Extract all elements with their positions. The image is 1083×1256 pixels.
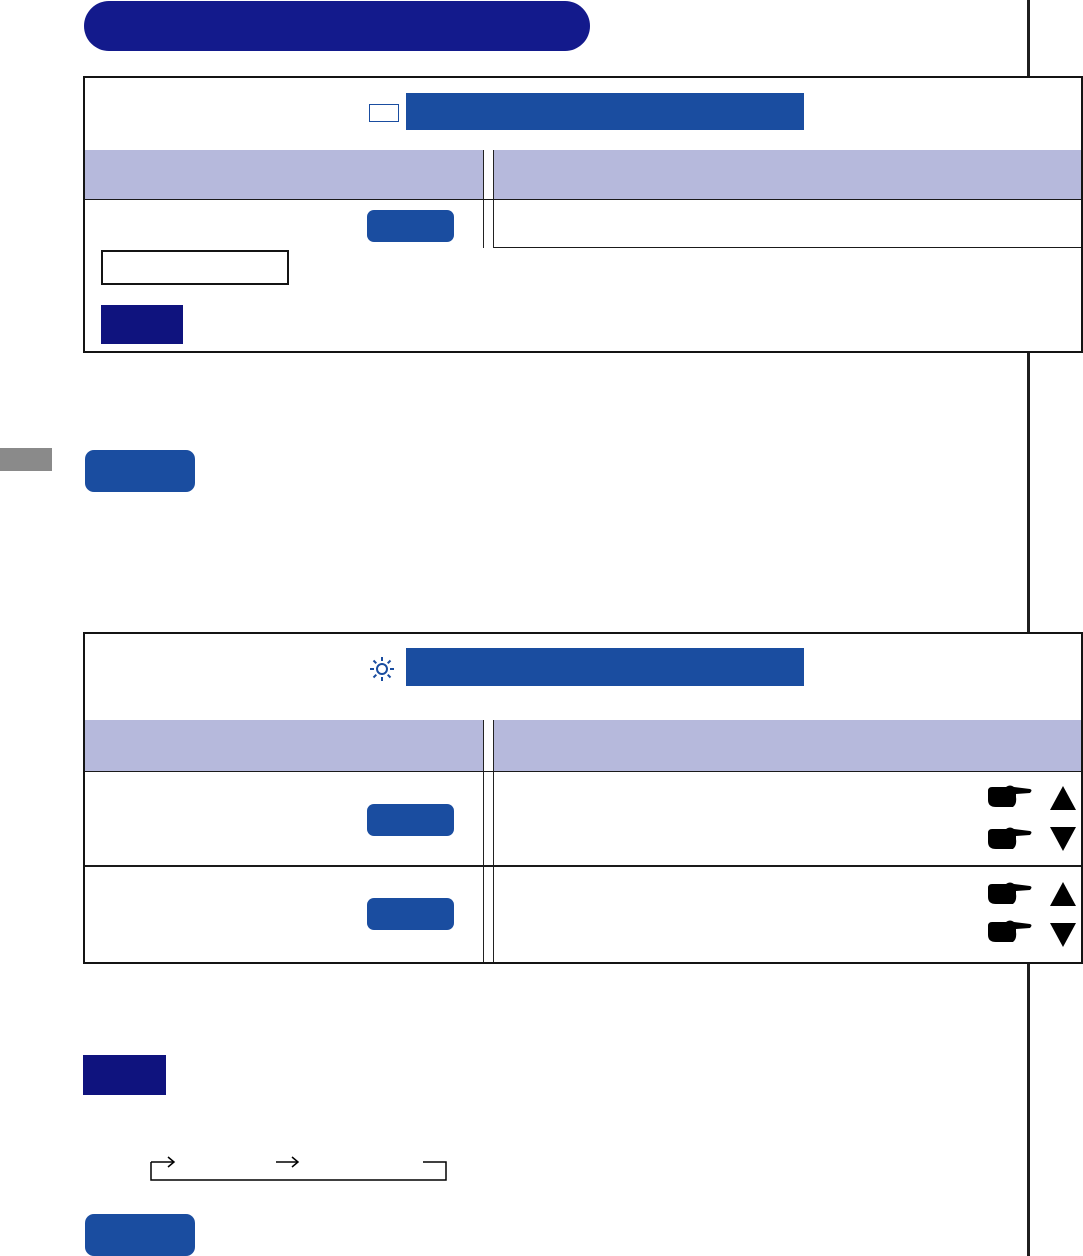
pointing-hand-icon [988,785,1032,807]
navy-note-label [83,1055,166,1095]
pointing-hand-icon [988,882,1032,904]
page-tab-marker [0,448,52,471]
triangle-up-icon[interactable] [1048,784,1078,812]
panel-1-row-1-button[interactable] [367,210,454,242]
text-outline-box [101,250,289,285]
section-title-pill [84,1,590,51]
menu-panel-1 [83,76,1083,353]
triangle-up-icon[interactable] [1048,880,1078,908]
section-label-button-2[interactable] [85,1214,195,1256]
panel-1-title-bar [406,93,804,130]
panel-1-header-band [85,150,1081,200]
panel-2-row-1-button[interactable] [367,804,454,836]
panel-2-row-2-button[interactable] [367,898,454,930]
panel-2-title-bar [406,648,804,686]
triangle-down-icon[interactable] [1048,921,1078,949]
section-label-button-1[interactable] [85,450,195,492]
pointing-hand-icon [988,920,1032,942]
sun-brightness-icon [370,657,394,681]
cycle-diagram [150,1156,447,1181]
right-margin-rule [1027,0,1030,1256]
square-outline-icon [369,104,399,122]
panel-2-header-band [85,720,1081,771]
panel-1-row-rule [494,247,1081,248]
navy-label-block [101,305,183,344]
menu-panel-2 [83,632,1083,964]
panel-2-header-rule [85,771,1081,772]
triangle-down-icon[interactable] [1048,825,1078,853]
panel-2-row-rule [85,865,1081,867]
pointing-hand-icon [988,827,1032,849]
panel-1-header-rule [85,199,1081,200]
panel-2-column-divider [483,720,494,962]
